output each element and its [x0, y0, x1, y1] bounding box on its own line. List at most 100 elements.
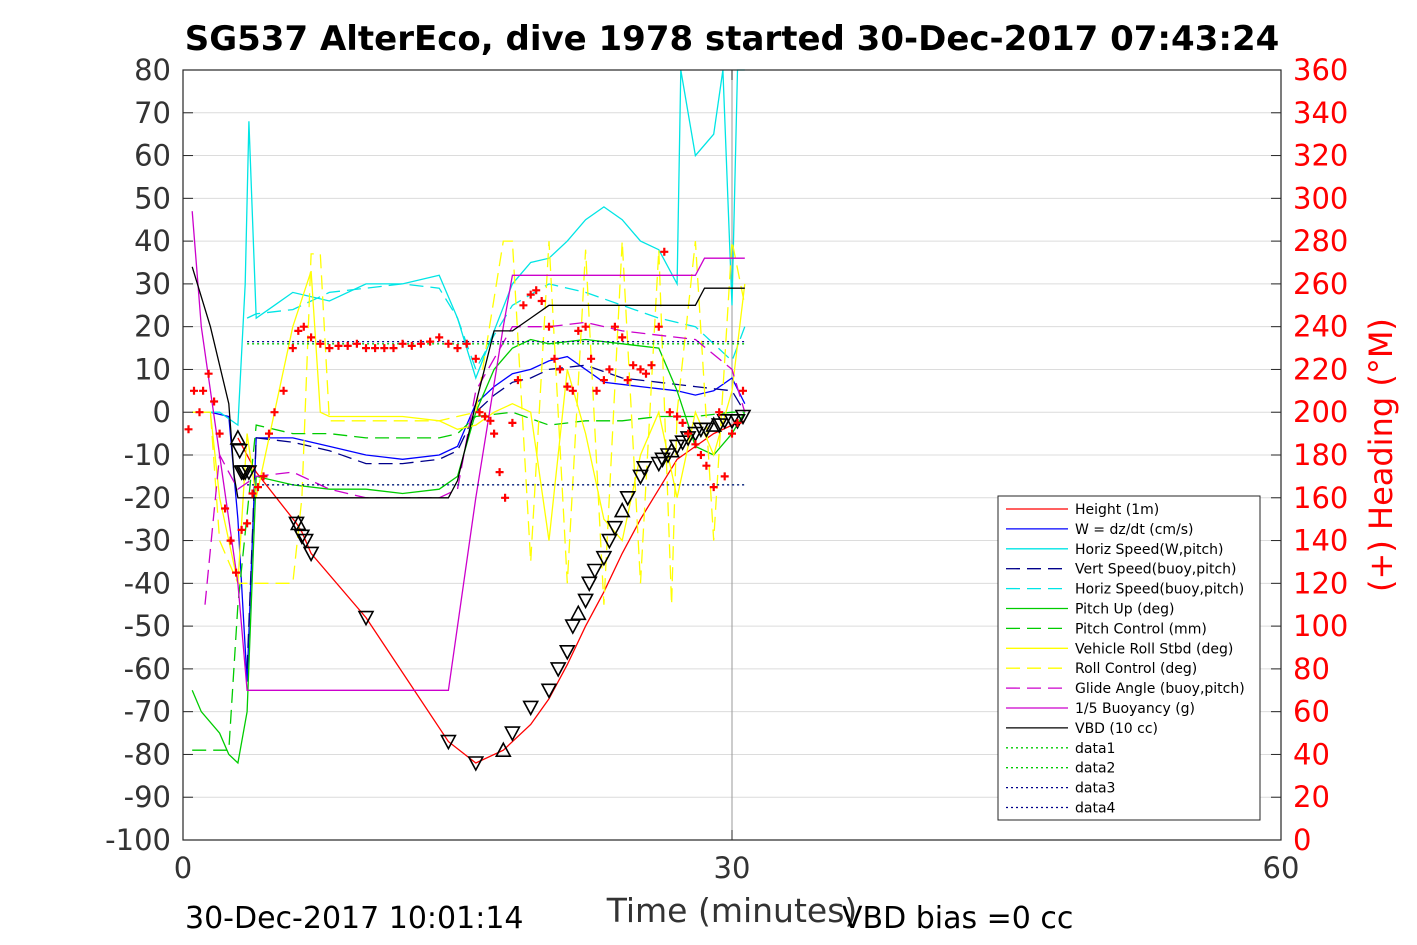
heading-marker [199, 386, 208, 395]
heading-marker [486, 416, 495, 425]
depth-marker [619, 490, 637, 507]
heading-marker [623, 376, 632, 385]
series-line-horiz-speed-w-pitch [192, 69, 745, 427]
heading-marker [299, 322, 308, 331]
depth-marker [229, 429, 247, 445]
y-tick-left-label: 60 [134, 139, 171, 173]
y-tick-left-label: -80 [124, 737, 171, 771]
heading-marker [380, 344, 389, 353]
depth-marker [595, 550, 613, 567]
heading-marker [696, 451, 705, 459]
heading-marker [568, 386, 577, 395]
depth-marker [440, 734, 457, 751]
heading-marker [618, 333, 627, 342]
heading-marker [475, 408, 484, 417]
legend-label: Glide Angle (buoy,pitch) [1075, 681, 1245, 697]
heading-marker [435, 333, 444, 342]
heading-marker [481, 412, 489, 421]
heading-marker [237, 525, 246, 534]
x-axis-label: Time (minutes) [606, 891, 858, 930]
heading-marker [232, 568, 241, 577]
y-tick-right-label: 40 [1293, 737, 1330, 771]
heading-marker [453, 344, 462, 353]
series-line-vehicle-roll-stbd-deg [192, 270, 746, 584]
y-tick-left-label: -60 [124, 652, 171, 686]
legend-label: VBD (10 cc) [1075, 721, 1158, 737]
heading-marker [673, 412, 682, 421]
series-line-pitch-control-mm [192, 411, 745, 751]
y-tick-right-label: 300 [1293, 181, 1348, 215]
heading-marker [691, 440, 700, 449]
heading-marker [599, 376, 608, 385]
depth-marker [569, 604, 587, 621]
heading-marker [248, 489, 257, 498]
depth-marker [577, 593, 594, 610]
y-tick-right-label: 100 [1293, 609, 1348, 643]
depth-marker [635, 460, 653, 477]
series-layer [191, 69, 746, 765]
heading-marker [501, 493, 510, 502]
heading-marker [665, 408, 674, 417]
depth-marker [494, 741, 512, 758]
y-tick-right-label: 20 [1293, 780, 1330, 814]
heading-marker [592, 386, 601, 395]
legend-label: data1 [1075, 741, 1115, 757]
heading-marker [371, 344, 380, 353]
heading-marker [259, 472, 268, 481]
heading-marker [587, 354, 596, 363]
y-tick-left-label: 40 [134, 224, 171, 258]
vbd-bias-label: VBD bias =0 cc [842, 901, 1073, 936]
y-tick-right-label: 80 [1293, 652, 1330, 686]
depth-marker [734, 409, 752, 426]
depth-marker [297, 533, 314, 550]
heading-marker [204, 369, 213, 378]
heading-marker [343, 341, 352, 350]
y-tick-left-label: 20 [134, 310, 171, 344]
depth-marker [698, 422, 715, 438]
heading-marker [490, 429, 499, 438]
legend-label: Horiz Speed(buoy,pitch) [1075, 582, 1244, 598]
depth-marker [580, 576, 598, 592]
depth-marker [650, 456, 668, 473]
legend-label: data4 [1075, 801, 1116, 817]
heading-marker [215, 429, 224, 438]
heading-marker [195, 408, 204, 417]
y-tick-right-label: 0 [1293, 823, 1311, 857]
heading-marker [513, 376, 522, 385]
heading-marker [226, 536, 235, 545]
heading-marker [556, 365, 564, 374]
footer-timestamp: 30-Dec-2017 10:01:14 [185, 901, 524, 936]
y-tick-right-label: 160 [1293, 481, 1348, 515]
heading-marker [288, 344, 297, 353]
legend-label: Vehicle Roll Stbd (deg) [1075, 641, 1233, 657]
y-tick-left-label: 0 [153, 395, 171, 429]
depth-marker [613, 501, 631, 518]
y-tick-right-label: 340 [1293, 96, 1348, 130]
heading-marker [581, 322, 590, 331]
y-tick-left-label: -90 [124, 780, 171, 814]
legend-label: Horiz Speed(W,pitch) [1075, 542, 1223, 558]
heading-marker [407, 341, 416, 350]
depth-marker [288, 516, 305, 533]
y-axis-right-label: (+) Heading (°M) [1362, 318, 1400, 592]
y-tick-left-label: -10 [124, 438, 171, 472]
depth-marker [549, 662, 567, 678]
y-tick-right-label: 220 [1293, 352, 1348, 386]
legend-label: Pitch Control (mm) [1075, 621, 1207, 637]
heading-marker [307, 333, 316, 342]
heading-marker [720, 472, 729, 481]
depth-marker [240, 465, 258, 481]
heading-marker [325, 344, 334, 353]
y-tick-right-label: 60 [1293, 695, 1330, 729]
heading-marker [654, 322, 663, 331]
legend-label: Roll Control (deg) [1075, 661, 1197, 677]
y-tick-left-label: 70 [134, 96, 171, 130]
y-tick-left-label: 10 [134, 352, 171, 386]
heading-marker [398, 339, 407, 348]
y-tick-left-label: 50 [134, 181, 171, 215]
y-tick-left-label: 80 [134, 53, 171, 87]
series-line-w-dz-dt-cm-s [192, 355, 746, 682]
heading-marker [279, 386, 288, 395]
heading-marker [270, 408, 279, 417]
